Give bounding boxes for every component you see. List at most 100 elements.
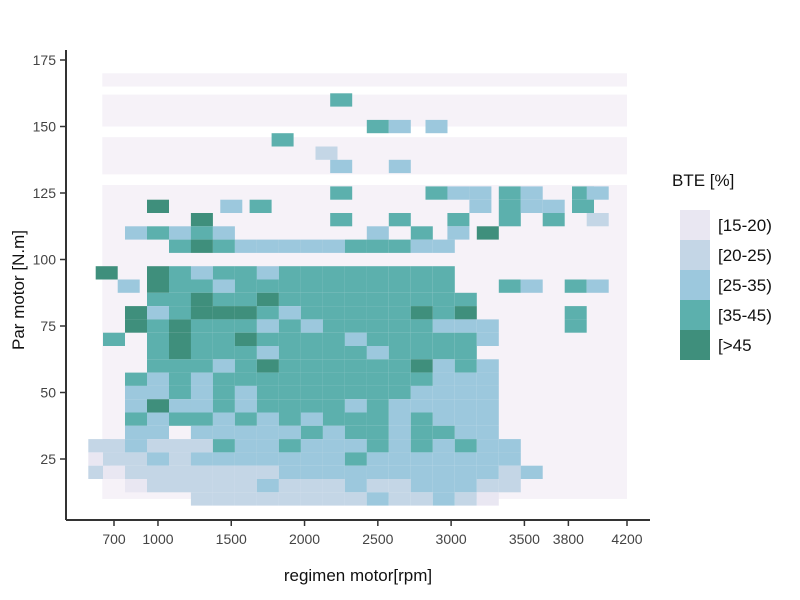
heatmap-cell	[95, 266, 118, 280]
heatmap-cell	[278, 319, 301, 333]
heatmap-cell	[432, 412, 455, 426]
heatmap-cell	[366, 119, 389, 134]
heatmap-cell	[212, 452, 235, 466]
heatmap-cell	[234, 239, 257, 253]
heatmap-cell	[190, 439, 213, 453]
heatmap-cell	[234, 492, 257, 506]
x-tick-label: 1000	[142, 531, 173, 547]
heatmap-cell	[190, 332, 213, 346]
heatmap-cell	[322, 306, 345, 320]
heatmap-cell	[234, 266, 257, 280]
x-tick-label: 3500	[509, 531, 540, 547]
heatmap-cell	[366, 266, 389, 280]
background-band	[102, 94, 627, 127]
heatmap-cell	[212, 439, 235, 453]
heatmap-cell	[169, 332, 191, 346]
heatmap-cell	[169, 359, 191, 373]
heatmap-cell	[278, 279, 301, 293]
heatmap-cell	[125, 319, 147, 333]
heatmap-cell	[220, 199, 243, 213]
heatmap-cell	[388, 359, 411, 373]
heatmap-cell	[454, 372, 477, 386]
heatmap-cell	[454, 332, 477, 346]
heatmap-cell	[169, 452, 191, 466]
heatmap-cell	[498, 452, 521, 466]
heatmap-cell	[234, 439, 257, 453]
heatmap-cell	[212, 266, 235, 280]
heatmap-cell	[322, 239, 345, 253]
heatmap-cell	[169, 399, 191, 413]
heatmap-cell	[212, 226, 235, 240]
heatmap-cell	[410, 479, 433, 493]
heatmap-cell	[300, 332, 323, 346]
heatmap-cell	[190, 319, 213, 333]
heatmap-cell	[300, 306, 323, 320]
heatmap-cell	[190, 452, 213, 466]
heatmap-cell	[366, 239, 389, 253]
heatmap-cell	[147, 332, 169, 346]
heatmap-cell	[125, 425, 147, 440]
heatmap-cell	[432, 465, 455, 479]
heatmap-cell	[344, 346, 367, 360]
heatmap-cell	[103, 439, 125, 453]
heatmap-cell	[234, 306, 257, 320]
heatmap-cell	[366, 399, 389, 413]
heatmap-cell	[278, 266, 301, 280]
heatmap-cell	[454, 492, 477, 506]
y-tick-label: 125	[33, 185, 57, 201]
heatmap-cell	[212, 332, 235, 346]
heatmap-cell	[432, 239, 455, 253]
heatmap-cell	[190, 266, 213, 280]
heatmap-cell	[125, 479, 147, 493]
heatmap-cell	[147, 399, 169, 413]
heatmap-cell	[190, 372, 213, 386]
heatmap-cell	[278, 292, 301, 307]
heatmap-cell	[300, 319, 323, 333]
heatmap-cell	[212, 385, 235, 400]
heatmap-cell	[388, 279, 411, 293]
heatmap-cell	[147, 199, 169, 213]
heatmap-cell	[190, 239, 213, 253]
heatmap-cell	[454, 306, 477, 320]
heatmap-cell	[234, 399, 257, 413]
heatmap-cell	[432, 319, 455, 333]
heatmap-cell	[366, 465, 389, 479]
heatmap-cell	[344, 479, 367, 493]
heatmap-cell	[366, 372, 389, 386]
heatmap-cell	[169, 372, 191, 386]
x-tick-label: 3000	[436, 531, 467, 547]
heatmap-cell	[586, 279, 609, 293]
heatmap-cell	[476, 492, 499, 506]
heatmap-cell	[542, 213, 565, 227]
heatmap-cell	[344, 372, 367, 386]
heatmap-cell	[447, 226, 470, 240]
legend-swatch	[680, 240, 710, 270]
heatmap-cell	[388, 332, 411, 346]
heatmap-cell	[388, 479, 411, 493]
heatmap-cell	[388, 372, 411, 386]
legend: BTE [%] [15-20) [20-25) [25-35) [35-45) [>45	[672, 171, 772, 360]
heatmap-cell	[147, 452, 169, 466]
heatmap-cell	[315, 146, 338, 160]
heatmap-cell	[432, 372, 455, 386]
heatmap-cell	[256, 359, 279, 373]
heatmap-cell	[498, 279, 521, 293]
heatmap-cell	[169, 239, 191, 253]
heatmap-cell	[169, 465, 191, 479]
heatmap-cell	[169, 439, 191, 453]
heatmap-cell	[425, 186, 448, 200]
heatmap-cell	[476, 399, 499, 413]
heatmap-cell	[234, 332, 257, 346]
heatmap-cell	[476, 452, 499, 466]
heatmap-cell	[330, 159, 353, 174]
heatmap-cell	[169, 292, 191, 307]
heatmap-cell	[322, 465, 345, 479]
heatmap-cell	[147, 385, 169, 400]
legend-title: BTE [%]	[672, 171, 734, 190]
heatmap-cell	[520, 279, 543, 293]
heatmap-cell	[410, 292, 433, 307]
heatmap-cell	[388, 266, 411, 280]
heatmap-cell	[256, 412, 279, 426]
heatmap-cell	[300, 452, 323, 466]
heatmap-cell	[410, 239, 433, 253]
